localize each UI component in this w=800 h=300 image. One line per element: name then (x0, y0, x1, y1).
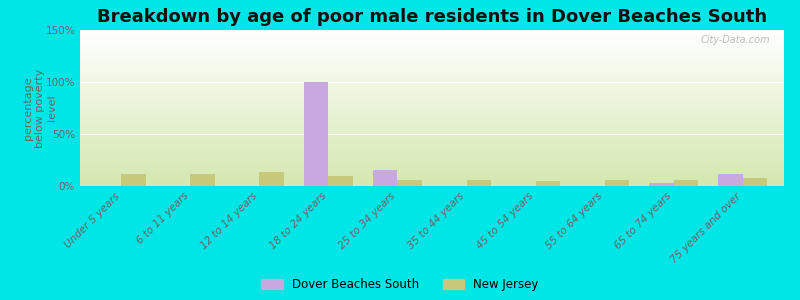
Title: Breakdown by age of poor male residents in Dover Beaches South: Breakdown by age of poor male residents … (97, 8, 767, 26)
Bar (122, 173, 146, 186)
Bar (374, 170, 398, 186)
Bar (650, 183, 674, 186)
Bar (304, 82, 329, 186)
Bar (190, 173, 214, 186)
Y-axis label: percentage
below poverty
level: percentage below poverty level (23, 68, 57, 148)
Bar (605, 180, 629, 186)
Text: City-Data.com: City-Data.com (700, 35, 770, 45)
Bar (259, 172, 284, 186)
Bar (742, 178, 766, 186)
Legend: Dover Beaches South, New Jersey: Dover Beaches South, New Jersey (262, 278, 538, 291)
Bar (466, 180, 490, 186)
Bar (535, 181, 560, 186)
Bar (398, 180, 422, 186)
Bar (674, 180, 698, 186)
Bar (329, 176, 353, 186)
Bar (718, 173, 742, 186)
